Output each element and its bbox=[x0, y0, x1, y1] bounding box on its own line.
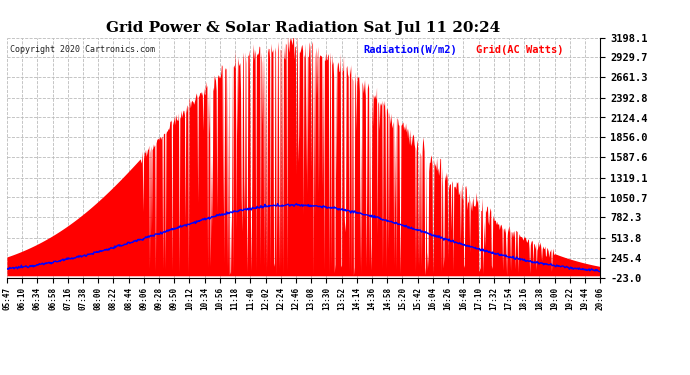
Text: Radiation(W/m2): Radiation(W/m2) bbox=[363, 45, 457, 55]
Text: Copyright 2020 Cartronics.com: Copyright 2020 Cartronics.com bbox=[10, 45, 155, 54]
Text: Grid(AC Watts): Grid(AC Watts) bbox=[475, 45, 563, 55]
Title: Grid Power & Solar Radiation Sat Jul 11 20:24: Grid Power & Solar Radiation Sat Jul 11 … bbox=[106, 21, 501, 35]
